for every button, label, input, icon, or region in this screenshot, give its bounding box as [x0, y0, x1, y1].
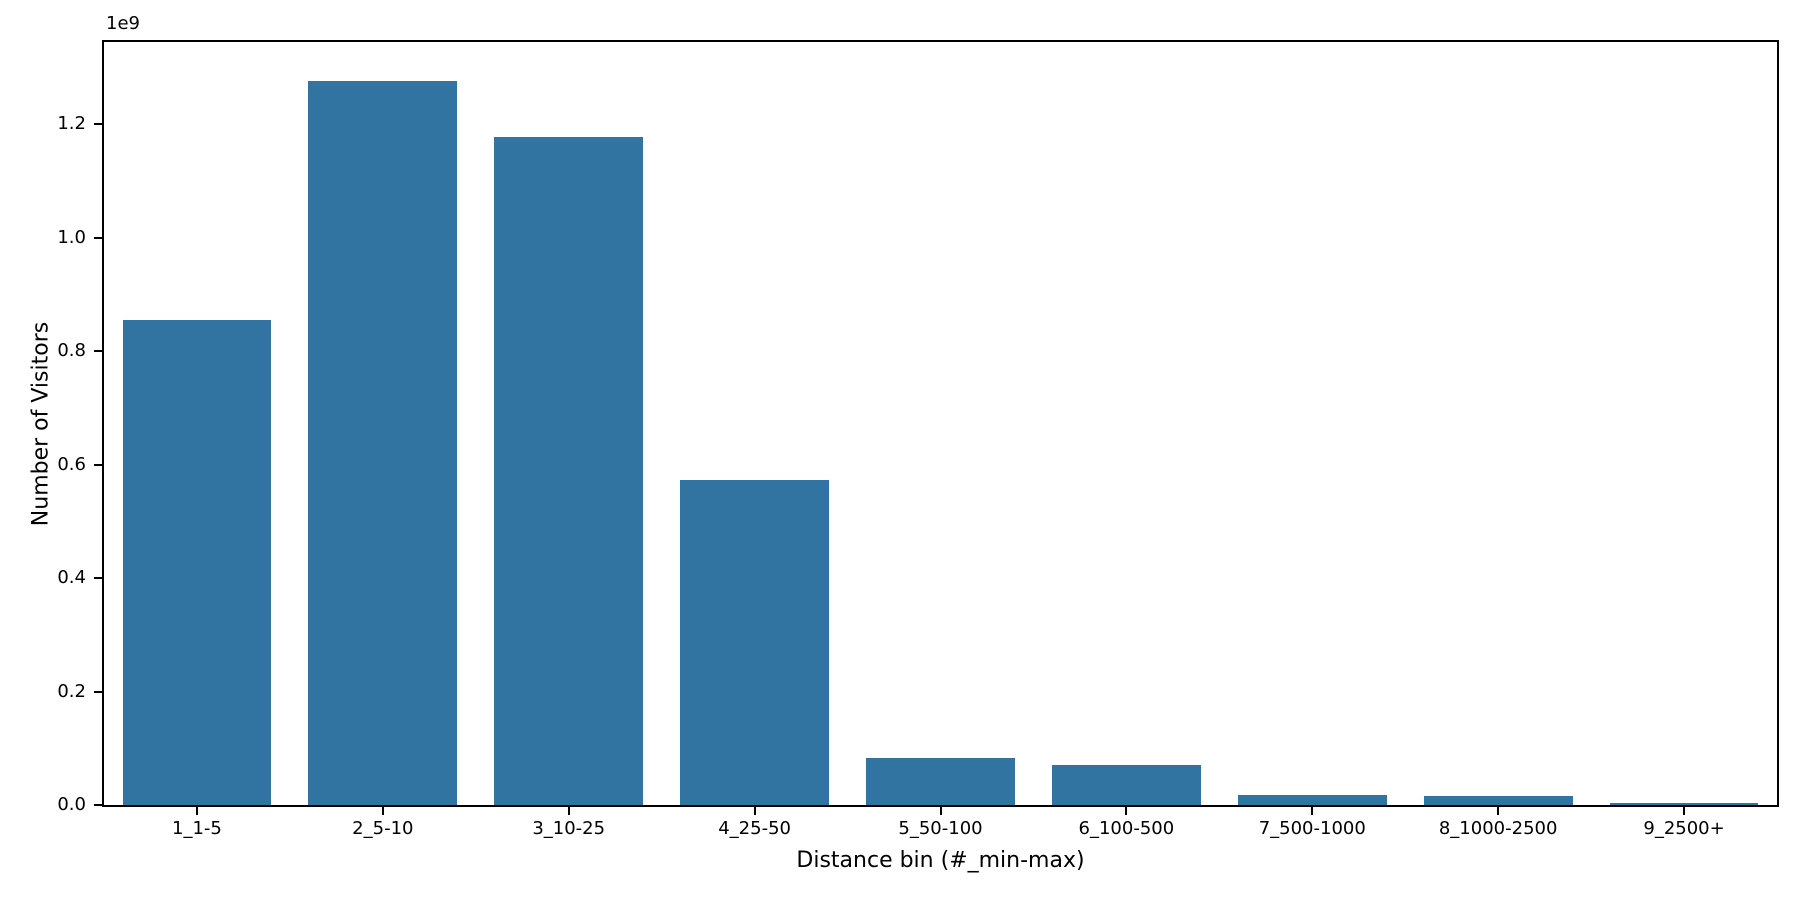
x-tick-mark	[1125, 807, 1128, 815]
bar-4_25-50	[680, 479, 829, 805]
y-tick-label: 0.0	[57, 794, 86, 815]
x-tick-mark	[1497, 807, 1500, 815]
x-tick-label: 2_5-10	[352, 818, 414, 839]
x-axis-label: Distance bin (#_min-max)	[796, 848, 1085, 873]
y-tick-label: 0.2	[57, 680, 86, 702]
x-tick-mark	[195, 807, 198, 815]
bar-9_2500+	[1609, 802, 1759, 805]
x-tick-label: 8_1000-2500	[1438, 818, 1558, 839]
y-tick-label: 0.8	[57, 340, 86, 362]
y-axis-offset-text: 1e9	[106, 13, 140, 34]
y-tick-mark	[94, 350, 102, 353]
x-tick-mark	[1311, 807, 1314, 815]
bar-8_1000-2500	[1423, 795, 1573, 805]
x-tick-label: 3_10-25	[532, 818, 606, 839]
x-tick-mark	[381, 807, 384, 815]
x-tick-label: 9_2500+	[1643, 818, 1725, 839]
y-tick-mark	[94, 236, 102, 239]
x-tick-label: 1_1-5	[172, 818, 222, 839]
x-tick-mark	[753, 807, 756, 815]
x-tick-label: 6_100-500	[1078, 818, 1175, 839]
y-tick-mark	[94, 690, 102, 693]
bar-2_5-10	[308, 81, 458, 805]
y-tick-mark	[94, 577, 102, 580]
x-tick-mark	[567, 807, 570, 815]
x-tick-label: 5_50-100	[898, 818, 983, 839]
y-tick-mark	[94, 804, 102, 806]
plot-area: 0.0 0.2 0.4 0.6 0.8 1.0 1.2 1_1-5 2_5-10 3_10-25…	[57, 40, 1779, 839]
bar-1_1-5	[122, 319, 272, 805]
y-tick-mark	[94, 123, 102, 126]
bar-5_50-100	[866, 757, 1015, 805]
y-tick-mark	[94, 463, 102, 466]
x-tick-label: 7_500-1000	[1258, 818, 1366, 839]
x-tick-mark	[1683, 807, 1686, 815]
y-tick-label: 0.6	[57, 453, 86, 475]
y-tick-label: 1.2	[57, 113, 86, 135]
y-axis-ticks: 0.0 0.2 0.4 0.6 0.8 1.0 1.2	[57, 42, 1777, 815]
y-tick-label: 1.0	[57, 226, 86, 248]
x-tick-label: 4_25-50	[718, 818, 791, 839]
x-axis-ticks: 1_1-5 2_5-10 3_10-25 4_25-50 5_50-100 6_100-5…	[104, 42, 1777, 839]
bar-6_100-500	[1052, 765, 1201, 805]
bar-7_500-1000	[1237, 795, 1387, 805]
bar-3_10-25	[494, 137, 644, 805]
y-tick-label: 0.4	[57, 567, 86, 589]
x-tick-mark	[939, 807, 942, 815]
bars-layer	[104, 42, 1777, 805]
